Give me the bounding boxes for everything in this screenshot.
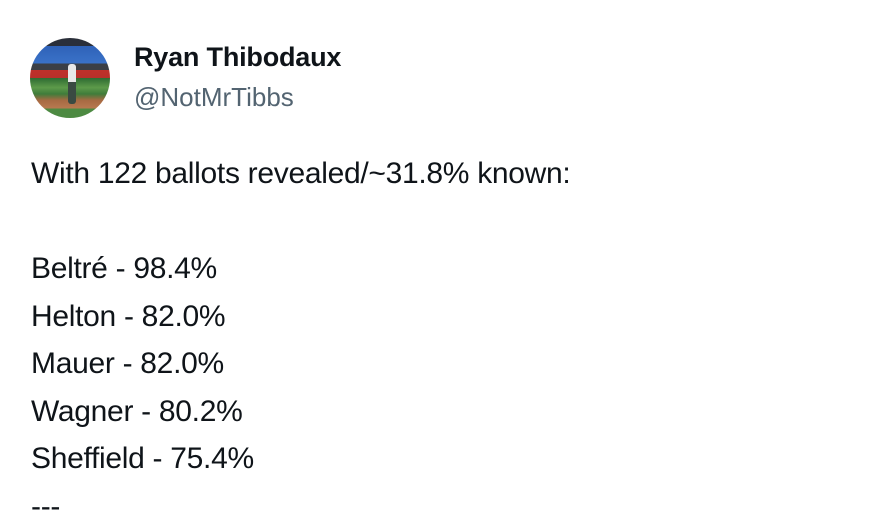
avatar-figure-icon [68, 64, 76, 104]
tweet-intro: With 122 ballots revealed/~31.8% known: [31, 157, 571, 190]
avatar[interactable] [30, 38, 110, 118]
tweet-text: With 122 ballots revealed/~31.8% known: … [31, 150, 571, 530]
result-line: Mauer - 82.0% [31, 347, 224, 380]
author-handle[interactable]: @NotMrTibbs [134, 82, 294, 112]
author-name[interactable]: Ryan Thibodaux [134, 42, 342, 72]
result-line: Wagner - 80.2% [31, 394, 243, 428]
separator: --- [31, 489, 61, 523]
result-line: Beltré - 98.4% [31, 252, 217, 285]
result-line: Helton - 82.0% [31, 299, 226, 333]
result-line: Sheffield - 75.4% [31, 442, 254, 475]
